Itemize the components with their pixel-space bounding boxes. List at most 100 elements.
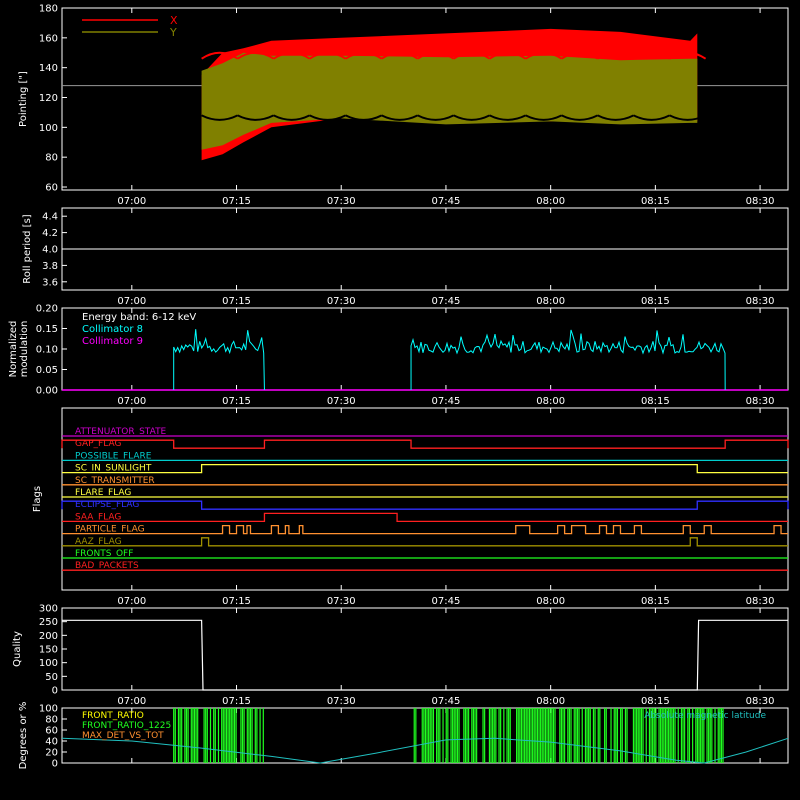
flag-label: SC_IN_SUNLIGHT [75,464,152,474]
modulation-ytick-label: 0.20 [36,304,58,315]
flags-xtick-label: 07:45 [432,596,461,607]
pointing-xtick-label: 08:15 [641,196,670,207]
pointing-ytick-label: 120 [39,93,58,104]
roll-xtick-label: 08:00 [536,296,565,307]
flag-label: GAP_FLAG [75,439,121,449]
flag-label: POSSIBLE_FLARE [75,451,152,461]
flag-line-aaz-flag [62,537,788,547]
roll-xtick-label: 08:30 [746,296,775,307]
modulation-xtick-label: 07:00 [117,396,146,407]
pointing-xtick-label: 08:30 [746,196,775,207]
pointing-xtick-label: 07:30 [327,196,356,207]
pointing-scallop [381,114,419,121]
roll-ytick-label: 4.0 [42,245,58,256]
degrees-ytick-label: 40 [45,737,58,748]
quality-ytick-label: 300 [39,604,58,615]
roll-ylabel: Roll period [s] [22,214,33,283]
modulation-ytick-label: 0.10 [36,345,58,356]
quality-ytick-label: 0 [52,686,58,697]
pointing-scallop [669,51,707,60]
roll-ytick-label: 3.8 [42,261,58,272]
pointing-scallop [489,114,527,121]
pointing-scallop [489,51,527,60]
roll-xtick-label: 07:45 [432,296,461,307]
pointing-scallop [633,114,671,121]
degrees-ytick-label: 80 [45,715,58,726]
modulation-ytick-label: 0.00 [36,386,58,397]
roll-xtick-label: 07:30 [327,296,356,307]
pointing-scallop [345,114,383,121]
quality-line [62,619,788,691]
flags-xtick-label: 08:00 [536,596,565,607]
pointing-legend-label: Y [169,26,177,39]
roll-ytick-label: 4.4 [42,212,58,223]
flag-label: ATTENUATOR_STATE [75,427,167,437]
roll-xtick-label: 07:15 [222,296,251,307]
degrees-ytick-label: 20 [45,748,58,759]
modulation-collimator-8 [410,329,726,391]
pointing-scallop [669,114,707,121]
modulation-collimator-8 [173,329,265,391]
modulation-xtick-label: 08:30 [746,396,775,407]
degrees-ylabel: Degrees or % [18,702,29,770]
degrees-legend-label: MAX_DET_VS_TOT [82,731,164,741]
magnetic-latitude-line [61,737,789,764]
quality-xtick-label: 07:15 [222,696,251,707]
pointing-legend-label: X [170,14,178,27]
magnetic-latitude-annotation: Absolute magnetic latitude [644,711,766,721]
flag-label: FRONTS_OFF [75,549,133,559]
pointing-ytick-label: 100 [39,123,58,134]
flag-line-eclipse-flag [61,500,789,510]
flag-line-saa-flag [62,512,788,523]
pointing-xtick-label: 08:00 [536,196,565,207]
quality-xtick-label: 08:30 [746,696,775,707]
pointing-scallop [381,51,419,60]
pointing-scallop [345,51,383,60]
pointing-xtick-label: 07:45 [432,196,461,207]
pointing-scallop [201,114,239,121]
flags-ylabel: Flags [32,486,43,512]
quality-xtick-label: 08:15 [641,696,670,707]
quality-ytick-label: 50 [45,672,58,683]
flags-xtick-label: 08:30 [746,596,775,607]
pointing-scallop [453,51,491,60]
quality-panel: 07:00 07:15 07:30 07:45 08:00 08:15 08:30 0 50 10… [12,604,789,707]
flag-label: SAA_FLAG [75,512,121,522]
roll-ytick-label: 3.6 [42,277,58,288]
pointing-xtick-label: 07:00 [117,196,146,207]
pointing-ytick-label: 60 [45,183,58,194]
degrees-ytick-label: 0 [52,759,58,770]
pointing-scallop [597,114,635,121]
modulation-legend-label: Energy band: 6-12 keV [82,312,196,323]
roll-xtick-label: 07:00 [117,296,146,307]
flag-label: ECLIPSE_FLAG [75,500,139,510]
modulation-xtick-label: 08:00 [536,396,565,407]
modulation-ytick-label: 0.15 [36,324,58,335]
pointing-scallop [237,51,275,60]
flag-label: BAD_PACKETS [75,561,139,571]
pointing-scallop [309,114,347,121]
pointing-scallop [525,114,563,121]
pointing-scallop [597,51,635,60]
quality-ytick-label: 250 [39,617,58,628]
flag-label: AAZ_FLAG [75,537,122,547]
modulation-xtick-label: 07:45 [432,396,461,407]
degrees-legend-label: FRONT_RATIO_1225 [82,721,171,731]
roll-xtick-label: 08:15 [641,296,670,307]
flags-xtick-label: 07:15 [222,596,251,607]
pointing-frame [61,7,789,191]
roll-panel: 07:00 07:15 07:30 07:45 08:00 08:15 08:30 3.6 3.… [22,207,789,307]
pointing-scallop [525,51,563,60]
pointing-ylabel: Pointing ["] [18,71,29,127]
modulation-ytick-label: 0.05 [36,365,58,376]
flag-line-sc-in-sunlight [62,463,788,474]
pointing-scallop [273,51,311,60]
flags-panel: 07:00 07:15 07:30 07:45 08:00 08:15 08:30 Flags… [32,407,789,607]
flags-frame [61,407,789,591]
flag-label: FLARE_FLAG [75,488,131,498]
pointing-scallop [561,114,599,121]
pointing-scallop [273,114,311,121]
modulation-legend-label: Collimator 8 [82,324,143,335]
